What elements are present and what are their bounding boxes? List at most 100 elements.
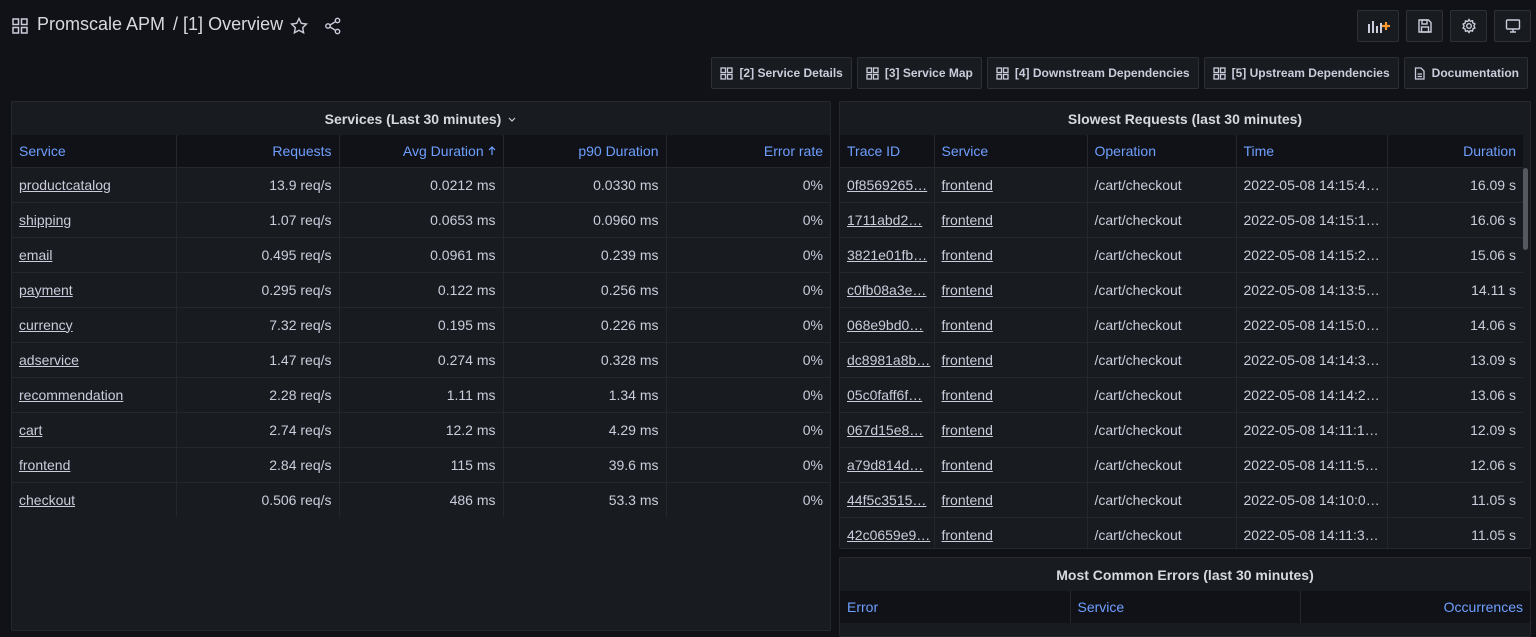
grid-icon (12, 18, 28, 34)
table-cell[interactable]: checkout (12, 481, 177, 517)
table-cell[interactable]: 44f5c3515… (840, 481, 935, 517)
star-button[interactable] (290, 17, 308, 35)
view-mode-button[interactable] (1494, 10, 1531, 42)
table-head: Service Requests Avg Duration p90 Duration… (12, 135, 830, 167)
table-cell[interactable]: payment (12, 271, 177, 307)
table-cell[interactable]: dc8981a8b… (840, 341, 935, 377)
table-cell: 2022-05-08 14:14:2… (1236, 376, 1388, 412)
table-cell[interactable]: recommendation (12, 376, 177, 412)
column-label: Error (847, 599, 879, 615)
column-header[interactable]: Time (1236, 135, 1388, 167)
column-header[interactable]: Service (1070, 591, 1301, 623)
table-cell[interactable]: frontend (934, 166, 1088, 202)
table-row: 1711abd2… frontend/cart/checkout 2022-05-0… (840, 201, 1523, 237)
table-cell: 13.9 req/s (176, 166, 340, 202)
table-cell: 2022-05-08 14:15:1… (1236, 201, 1388, 237)
table-cell[interactable]: email (12, 236, 177, 272)
add-panel-button[interactable] (1357, 10, 1399, 42)
table-cell[interactable]: frontend (934, 516, 1088, 548)
table-cell: 53.3 ms (503, 481, 667, 517)
column-header[interactable]: Service (12, 135, 177, 167)
table-row: payment 0.295 req/s 0.122 ms 0.256 ms 0% (12, 271, 830, 307)
header-row: Service Requests Avg Duration p90 Duration… (12, 135, 830, 167)
table-cell: 0.0961 ms (339, 236, 504, 272)
table-cell: 115 ms (339, 446, 504, 482)
table-cell[interactable]: 3821e01fb… (840, 236, 935, 272)
table-cell[interactable]: shipping (12, 201, 177, 237)
table-cell: 4.29 ms (503, 411, 667, 447)
table-head: Trace ID Service Operation Time Duration (840, 135, 1523, 167)
column-header[interactable]: Trace ID (840, 135, 935, 167)
table-cell[interactable]: frontend (934, 271, 1088, 307)
column-header[interactable]: Requests (176, 135, 340, 167)
table-cell: /cart/checkout (1087, 481, 1237, 517)
table-cell: 0.0653 ms (339, 201, 504, 237)
table-cell: 11.05 s (1387, 481, 1523, 517)
table-cell[interactable]: 05c0faff6f… (840, 376, 935, 412)
table-cell: 0.295 req/s (176, 271, 340, 307)
table-cell[interactable]: 42c0659e9… (840, 516, 935, 548)
dashboard-link[interactable]: [4] Downstream Dependencies (986, 57, 1199, 89)
top-bar: Promscale APM / [1] Overview (0, 0, 1536, 52)
table-cell[interactable]: adservice (12, 341, 177, 377)
dashboard-link[interactable]: Documentation (1403, 57, 1528, 89)
column-header[interactable]: Occurrences (1300, 591, 1530, 623)
table-cell: 13.06 s (1387, 376, 1523, 412)
dashboard-link[interactable]: [5] Upstream Dependencies (1203, 57, 1399, 89)
column-header[interactable]: Service (934, 135, 1088, 167)
settings-button[interactable] (1450, 10, 1487, 42)
column-header[interactable]: Operation (1087, 135, 1237, 167)
table-cell[interactable]: cart (12, 411, 177, 447)
table-cell[interactable]: 1711abd2… (840, 201, 935, 237)
table-cell[interactable]: 067d15e8… (840, 411, 935, 447)
table-row: shipping 1.07 req/s 0.0653 ms 0.0960 ms 0% (12, 201, 830, 237)
table-row: productcatalog 13.9 req/s 0.0212 ms 0.0330 … (12, 166, 830, 202)
table-cell: 2022-05-08 14:15:0… (1236, 306, 1388, 342)
table-cell[interactable]: a79d814d… (840, 446, 935, 482)
table-cell: /cart/checkout (1087, 201, 1237, 237)
table-cell[interactable]: 068e9bd0… (840, 306, 935, 342)
share-button[interactable] (324, 17, 342, 35)
table-cell: 0% (666, 236, 830, 272)
scrollbar[interactable] (1523, 168, 1528, 250)
table-cell: 2022-05-08 14:11:1… (1236, 411, 1388, 447)
table-cell[interactable]: productcatalog (12, 166, 177, 202)
table-cell[interactable]: c0fb08a3e… (840, 271, 935, 307)
column-header[interactable]: Error (840, 591, 1071, 623)
table-cell[interactable]: frontend (934, 481, 1088, 517)
table-cell: 2.84 req/s (176, 446, 340, 482)
column-header[interactable]: Duration (1387, 135, 1523, 167)
dashboard-link[interactable]: [3] Service Map (856, 57, 982, 89)
table-cell[interactable]: frontend (934, 306, 1088, 342)
panel-title[interactable]: Most Common Errors (last 30 minutes) (1056, 566, 1314, 583)
table-cell[interactable]: frontend (934, 201, 1088, 237)
table-cell[interactable]: frontend (12, 446, 177, 482)
chevron-icon (508, 117, 516, 122)
table-cell[interactable]: frontend (934, 411, 1088, 447)
table-row: checkout 0.506 req/s 486 ms 53.3 ms 0% (12, 481, 830, 517)
save-button[interactable] (1406, 10, 1443, 42)
panel-title[interactable]: Slowest Requests (last 30 minutes) (1067, 110, 1303, 127)
table-cell: 2022-05-08 14:15:2… (1236, 236, 1388, 272)
table-cell: /cart/checkout (1087, 166, 1237, 202)
table-cell: /cart/checkout (1087, 236, 1237, 272)
table-cell[interactable]: frontend (934, 446, 1088, 482)
table-cell[interactable]: frontend (934, 236, 1088, 272)
column-header[interactable]: Error rate (666, 135, 830, 167)
panel-title[interactable]: Services (Last 30 minutes) (324, 110, 502, 127)
table-row: 0f8569265… frontend/cart/checkout 2022-05-… (840, 166, 1523, 202)
column-header[interactable]: p90 Duration (503, 135, 667, 167)
column-label: Service (19, 142, 66, 159)
table-cell: 0.0960 ms (503, 201, 667, 237)
table-cell: 0.256 ms (503, 271, 667, 307)
dashboard-folder[interactable]: Promscale APM (37, 14, 166, 34)
table-cell[interactable]: 0f8569265… (840, 166, 935, 202)
table-cell[interactable]: frontend (934, 376, 1088, 412)
dashboard-link[interactable]: [2] Service Details (711, 57, 852, 89)
link-label: [4] Downstream Dependencies (1014, 66, 1190, 80)
table-cell[interactable]: frontend (934, 341, 1088, 377)
table-cell[interactable]: currency (12, 306, 177, 342)
dashboard-title[interactable]: / [1] Overview (173, 14, 284, 34)
column-header[interactable]: Avg Duration (339, 135, 504, 167)
